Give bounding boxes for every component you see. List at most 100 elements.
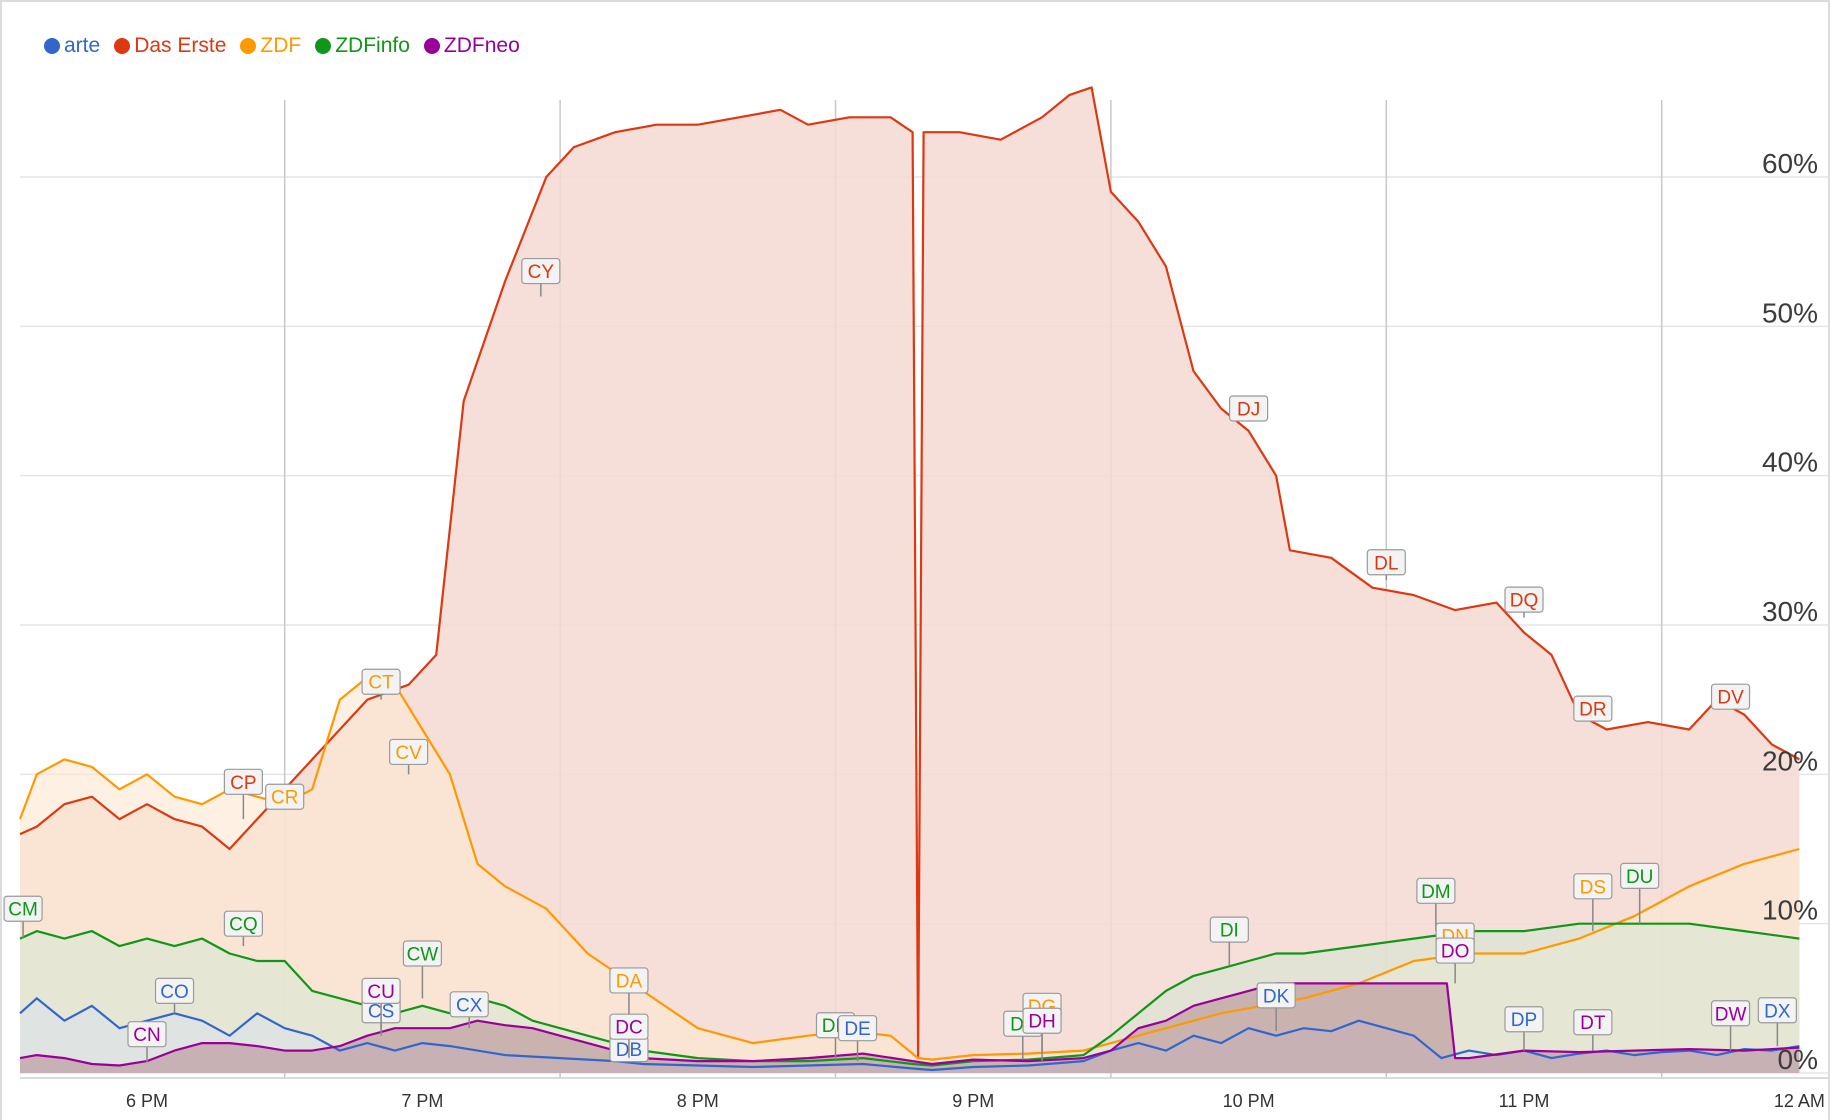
annotation-flag[interactable]: CP — [223, 768, 263, 820]
annotation-box — [1710, 1000, 1751, 1027]
annotation-box — [609, 1013, 649, 1040]
annotation-flag[interactable]: DQ — [1504, 586, 1544, 618]
annotation-box — [837, 1015, 878, 1042]
annotation-flag[interactable]: DW — [1710, 1000, 1751, 1051]
annotation-flag[interactable]: CW — [402, 940, 442, 999]
area-fills — [20, 87, 1800, 1073]
annotation-label: CO — [160, 982, 189, 1003]
legend-label: Das Erste — [134, 34, 227, 57]
annotation-box — [1573, 1009, 1613, 1036]
x-tick-label: 11 PM — [1499, 1091, 1550, 1111]
annotation-label: DC — [615, 1018, 642, 1039]
annotation-box — [1209, 916, 1249, 943]
annotation-flag[interactable]: DM — [1416, 877, 1456, 932]
annotation-flag[interactable]: DX — [1757, 997, 1797, 1047]
annotation-box — [449, 991, 489, 1018]
legend-label: arte — [64, 34, 101, 57]
annotation-box — [1366, 549, 1406, 576]
x-tick-label: 12 AM — [1774, 1091, 1825, 1111]
annotation-flag[interactable]: DT — [1573, 1009, 1613, 1051]
annotation-flag[interactable]: CO — [154, 977, 195, 1014]
annotation-flag[interactable]: CU — [361, 977, 401, 1029]
annotation-flag[interactable]: CT — [361, 668, 401, 700]
annotation-flag[interactable]: DE — [837, 1015, 878, 1062]
annotation-box — [609, 967, 649, 994]
annotation-flag[interactable]: DC — [609, 1013, 649, 1059]
y-tick-label: 20% — [1762, 745, 1818, 776]
legend: arte Das Erste ZDF ZDFinfo ZDFneo — [44, 34, 520, 58]
annotation-flag[interactable]: DO — [1435, 937, 1475, 984]
annotation-box — [521, 257, 561, 285]
annotation-flag[interactable]: DV — [1710, 683, 1751, 710]
annotation-flag[interactable]: CQ — [223, 910, 263, 947]
annotation-flag[interactable]: DR — [1573, 695, 1613, 723]
annotation-box — [1504, 586, 1544, 613]
annotation-box — [1757, 997, 1797, 1024]
annotation-box — [223, 910, 263, 937]
annotation-label: DE — [844, 1019, 870, 1040]
annotation-box — [3, 895, 43, 922]
y-axis-labels: 0% 10% 20% 30% 40% 50% 60% — [1762, 148, 1818, 1075]
annotation-label: DT — [1580, 1013, 1606, 1034]
annotation-box — [1573, 873, 1613, 900]
annotation-box — [361, 668, 401, 695]
legend-dot-icon — [114, 38, 131, 54]
annotation-label: DX — [1764, 1001, 1791, 1022]
annotation-flag[interactable]: CY — [521, 257, 561, 297]
annotation-flag[interactable]: DH — [1022, 1007, 1062, 1062]
annotation-flag[interactable]: DJ — [1228, 395, 1269, 422]
annotation-label: DK — [1263, 986, 1290, 1007]
annotation-flag[interactable]: DS — [1573, 873, 1613, 932]
legend-dot-icon — [240, 38, 257, 54]
y-tick-label: 40% — [1762, 447, 1818, 478]
area-zdf — [20, 677, 1800, 1073]
annotation-label: CR — [271, 788, 298, 809]
annotation-box — [402, 940, 442, 967]
annotation-flag[interactable]: DI — [1209, 916, 1249, 966]
legend-label: ZDFinfo — [335, 34, 410, 57]
legend-label: ZDF — [260, 34, 302, 57]
annotation-box — [1504, 1006, 1544, 1033]
annotation-box — [1416, 877, 1456, 904]
legend-dot-icon — [44, 38, 60, 54]
annotation-box — [389, 738, 429, 766]
annotation-label: DQ — [1510, 591, 1539, 612]
annotation-flag[interactable]: DA — [609, 967, 649, 1029]
y-tick-label: 30% — [1762, 596, 1818, 627]
annotation-label: CV — [395, 743, 422, 764]
legend-item-das-erste[interactable]: Das Erste — [114, 34, 226, 58]
line-zdf[interactable] — [18, 676, 1800, 1061]
annotation-flag[interactable]: CX — [449, 991, 489, 1029]
legend-item-zdf[interactable]: ZDF — [240, 34, 301, 58]
annotation-label: DJ — [1237, 399, 1260, 420]
annotation-label: DA — [616, 971, 643, 992]
annotation-label: DS — [1580, 877, 1606, 898]
annotation-label: DV — [1717, 688, 1744, 709]
line-arte[interactable] — [19, 997, 1800, 1072]
annotation-flag[interactable]: CV — [389, 738, 429, 775]
annotation-flag[interactable]: DL — [1366, 549, 1406, 581]
annotation-flag[interactable]: DK — [1256, 982, 1296, 1032]
annotation-flag[interactable]: DU — [1620, 862, 1660, 924]
annotation-flag[interactable]: CN — [127, 1021, 167, 1063]
annotation-label: CT — [368, 673, 394, 694]
annotation-label: DW — [1715, 1004, 1747, 1025]
line-zdfneo[interactable] — [19, 982, 1800, 1067]
legend-dot-icon — [315, 38, 332, 54]
annotation-flag[interactable]: DP — [1504, 1006, 1544, 1051]
legend-item-arte[interactable]: arte — [44, 34, 100, 58]
annotation-flag[interactable]: CM — [3, 895, 43, 939]
annotation-label: DM — [1421, 882, 1451, 903]
x-tick-label: 10 PM — [1223, 1091, 1275, 1111]
y-tick-label: 0% — [1778, 1044, 1818, 1075]
annotations: CMCNCOCPCQCRCSCTCUCVCWCXCYDADBDCDDDEDFDG… — [3, 257, 1797, 1063]
annotation-box — [1710, 683, 1751, 710]
annotation-box — [223, 768, 263, 795]
annotation-box — [1573, 695, 1613, 722]
annotation-label: DR — [1579, 700, 1606, 721]
annotation-flag[interactable]: CR — [265, 783, 305, 810]
x-tick-label: 8 PM — [677, 1091, 719, 1111]
legend-item-zdfneo[interactable]: ZDFneo — [423, 34, 520, 58]
legend-item-zdfinfo[interactable]: ZDFinfo — [315, 34, 410, 58]
